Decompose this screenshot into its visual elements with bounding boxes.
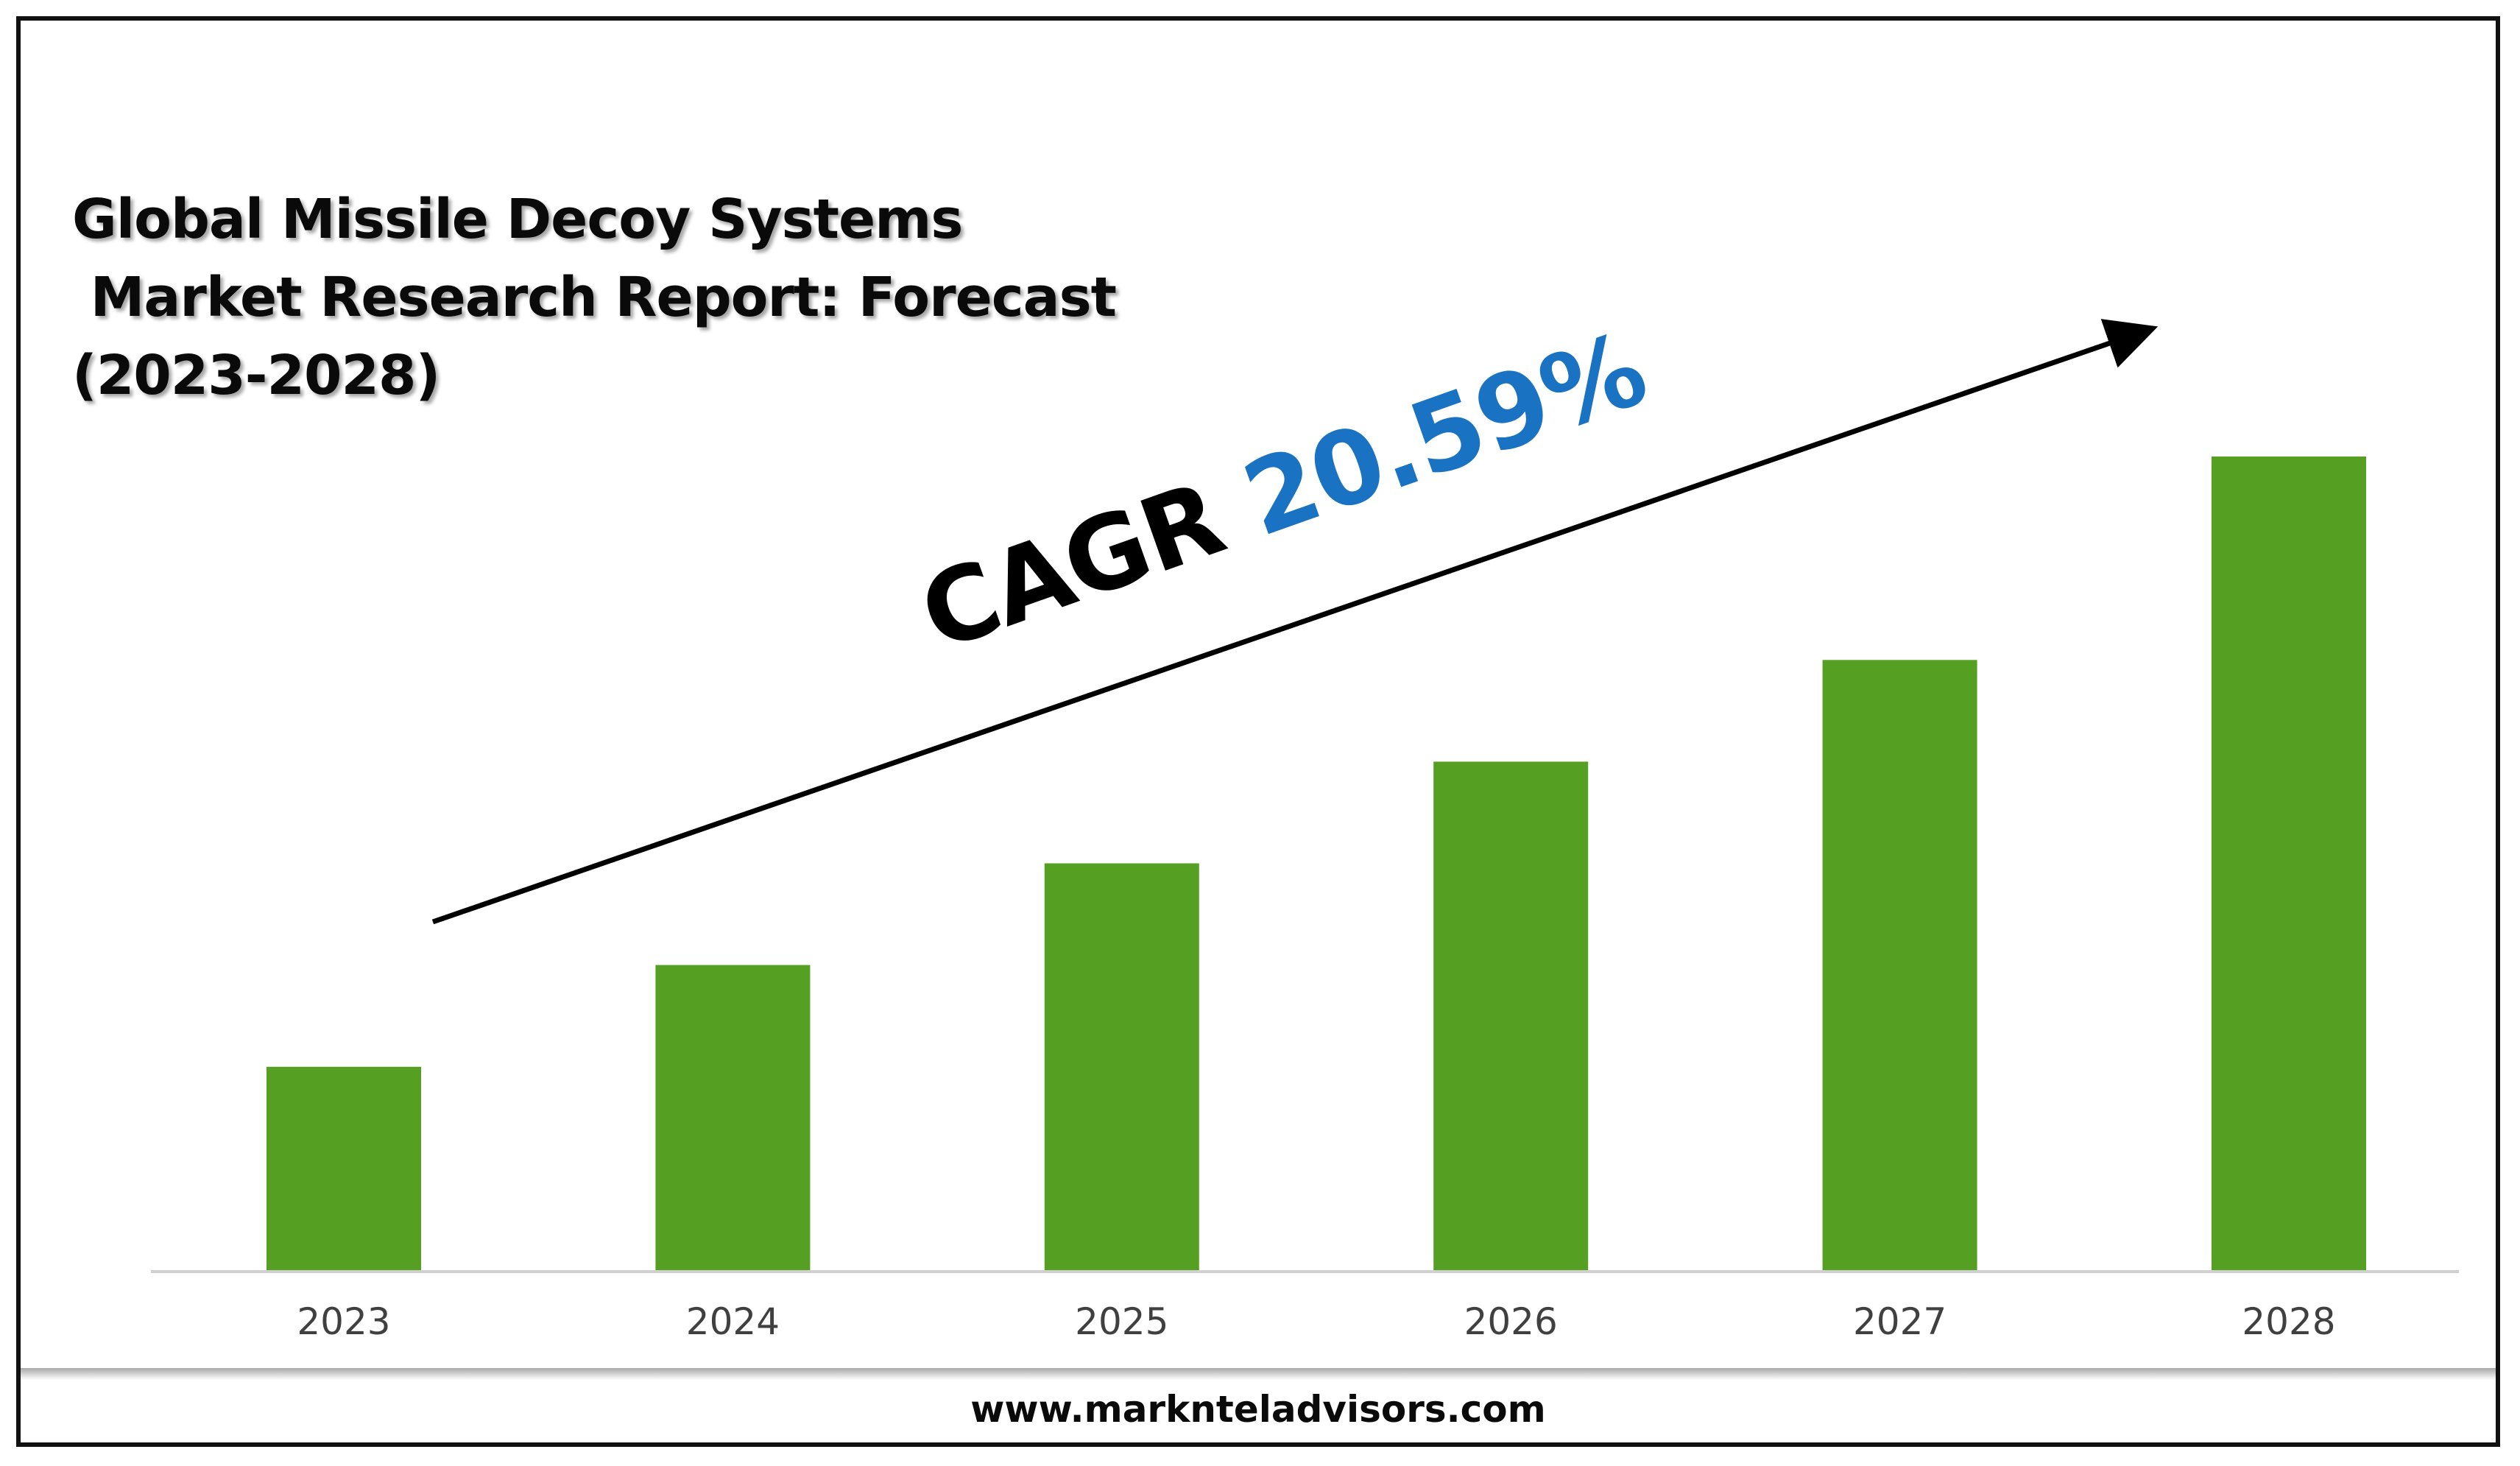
bars-group: [267, 457, 2366, 1271]
x-tick-labels-group: 2023 2024 2025 2026 2027 2028: [297, 1300, 2335, 1343]
bar-2028: [2212, 457, 2366, 1270]
x-tick-label-2024: 2024: [686, 1300, 780, 1343]
chart-frame: [16, 16, 2500, 1447]
bar-2025: [1044, 863, 1199, 1270]
bar-2027: [1822, 660, 1977, 1271]
x-tick-label-2025: 2025: [1075, 1300, 1168, 1343]
x-tick-label-2027: 2027: [1853, 1300, 1947, 1343]
trend-arrow: [431, 319, 2159, 925]
x-tick-label-2023: 2023: [297, 1300, 390, 1343]
x-tick-label-2028: 2028: [2242, 1300, 2335, 1343]
x-tick-label-2026: 2026: [1464, 1300, 1558, 1343]
bar-2024: [655, 965, 811, 1270]
chart-title: Global Missile Decoy Systems Market Rese…: [72, 188, 1117, 407]
footer-website: www.marknteladvisors.com: [970, 1388, 1546, 1431]
bar-2026: [1433, 761, 1589, 1270]
footer-divider: [21, 1368, 2496, 1380]
bar-2023: [267, 1066, 421, 1271]
